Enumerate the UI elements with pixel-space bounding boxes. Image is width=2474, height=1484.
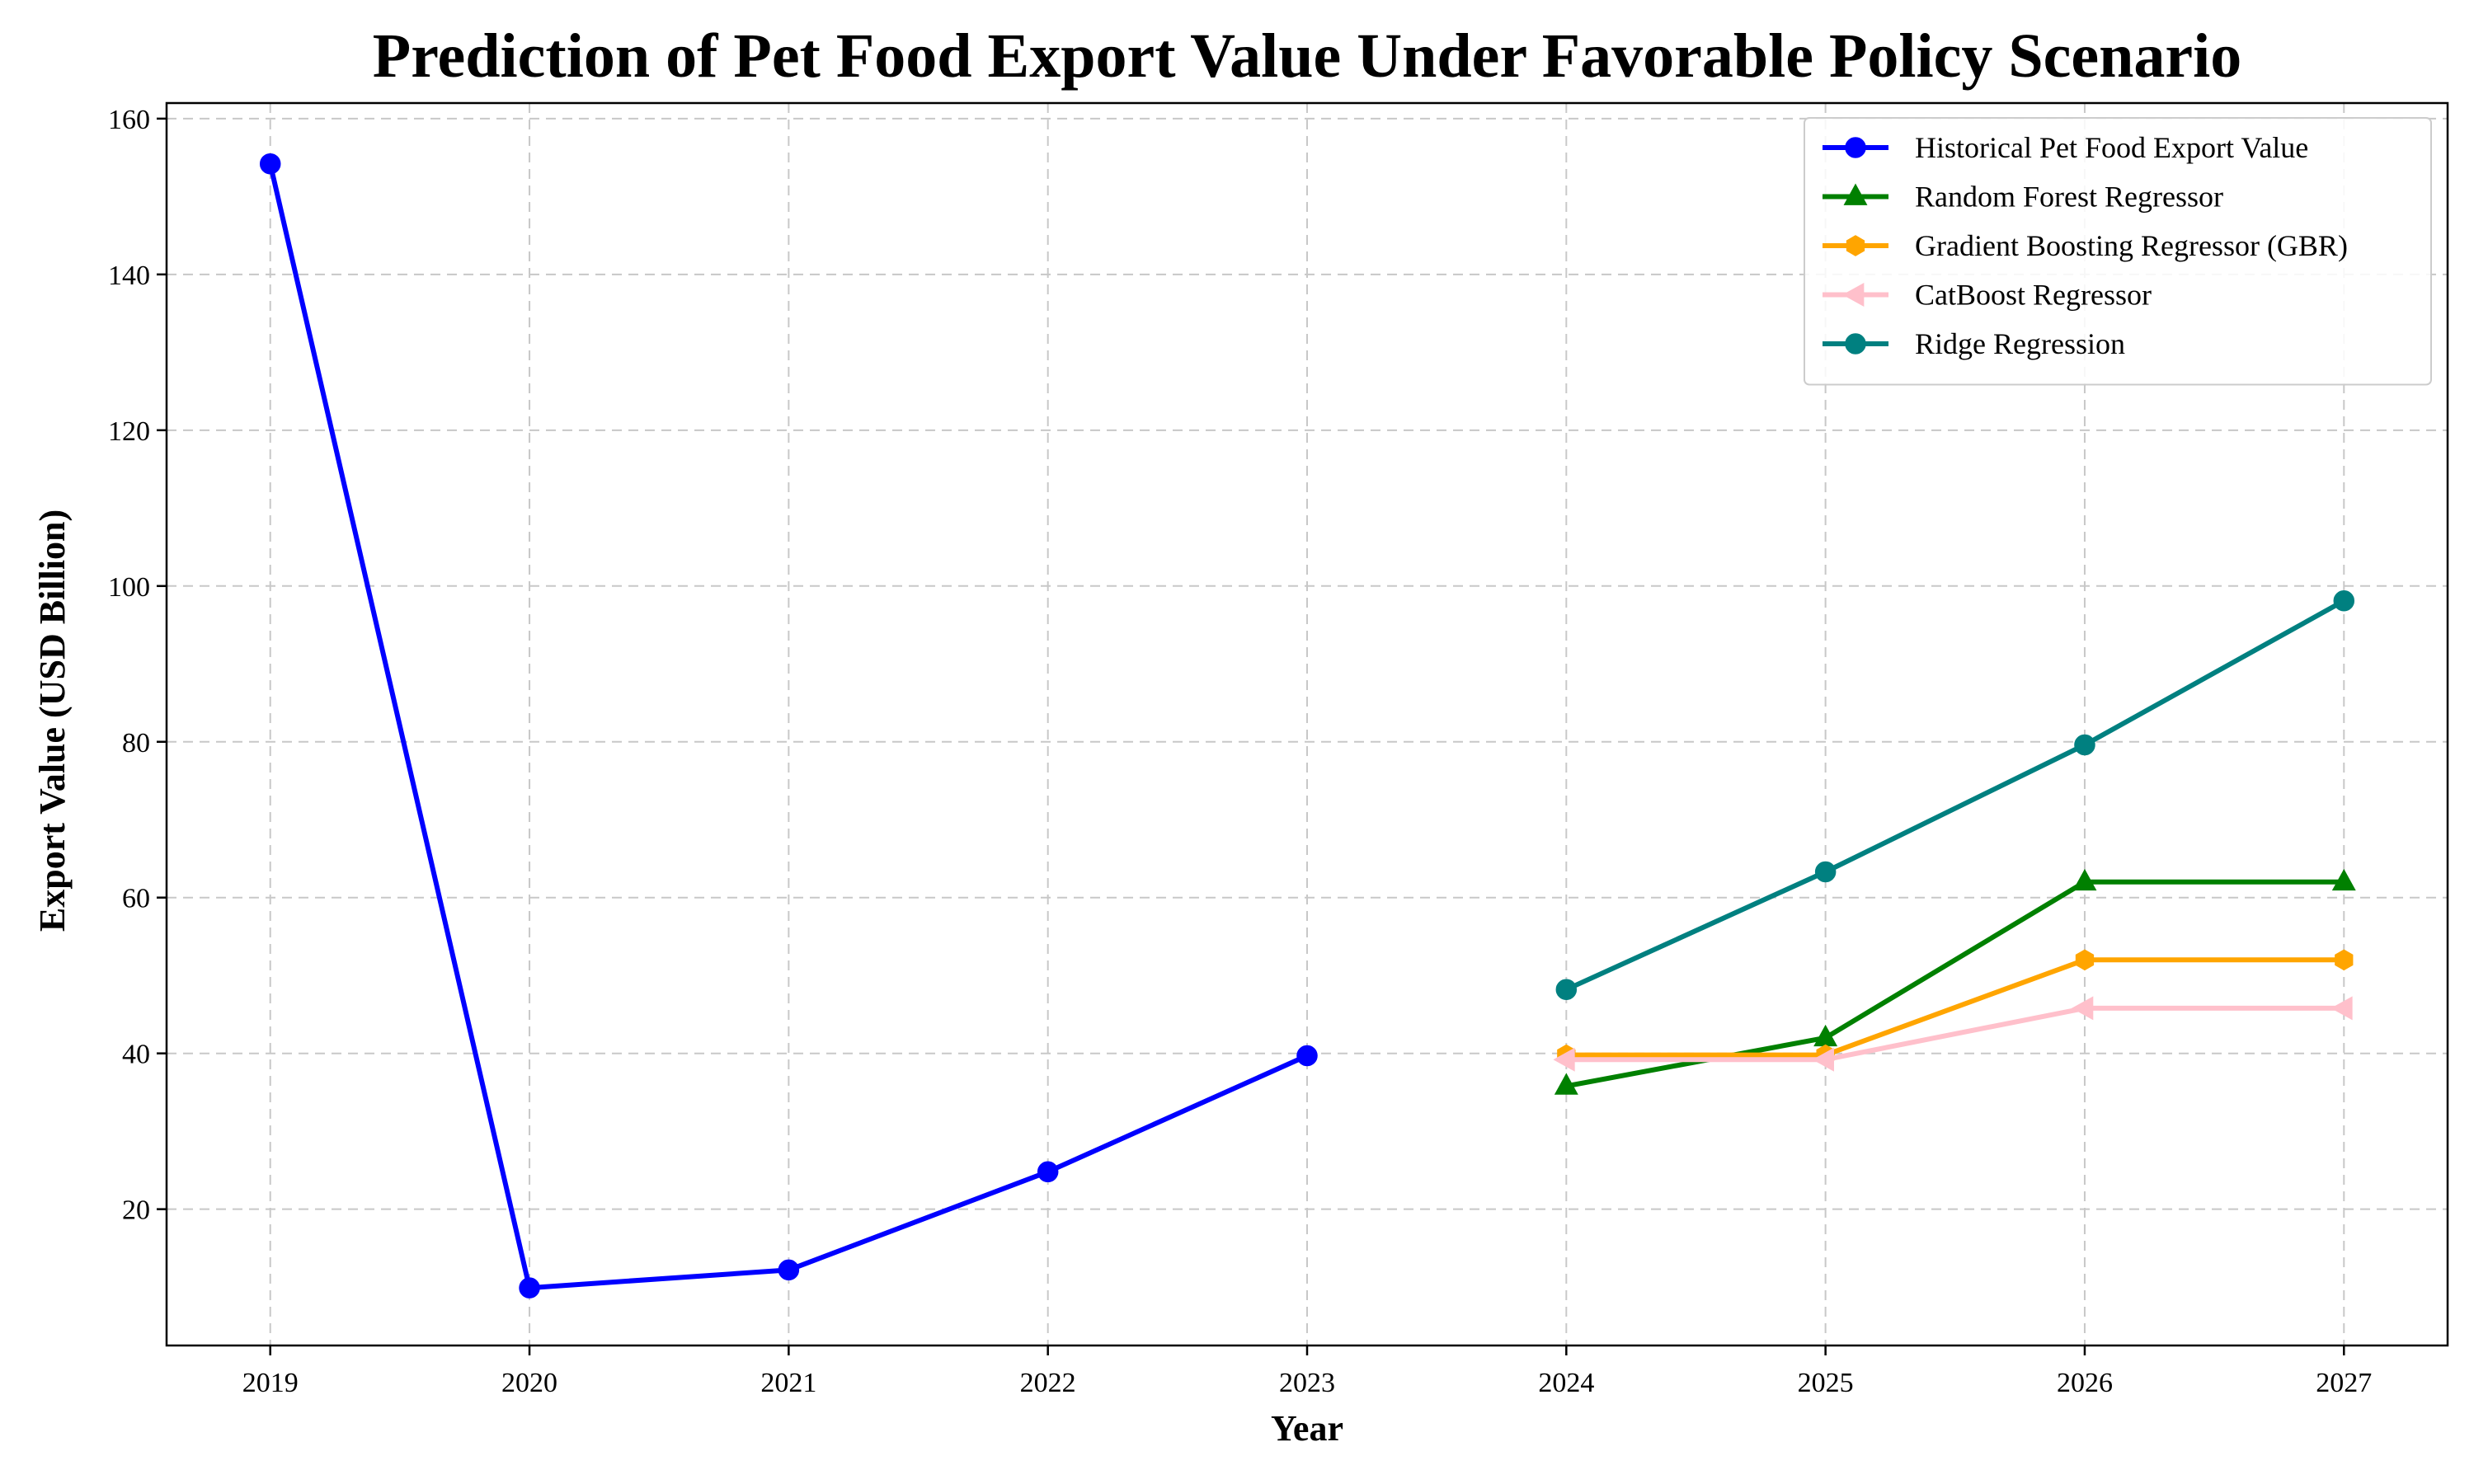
legend-item-random-forest-regressor: Random Forest Regressor	[1823, 181, 2223, 214]
series-ridge-regression	[1555, 589, 2355, 1000]
data-point	[1554, 1073, 1578, 1095]
legend-marker	[1846, 235, 1865, 256]
x-axis-label: Year	[1271, 1408, 1343, 1449]
data-point	[2071, 996, 2094, 1021]
y-tick-label: 40	[122, 1040, 150, 1070]
x-tick-label: 2021	[760, 1368, 816, 1398]
legend-marker	[1842, 283, 1865, 307]
y-tick-label: 80	[122, 728, 150, 758]
y-tick-label: 20	[122, 1195, 150, 1226]
legend: Historical Pet Food Export Value Random F…	[1804, 117, 2432, 386]
data-point	[1555, 979, 1578, 1000]
data-point	[2333, 589, 2355, 612]
legend-marker	[1845, 137, 1866, 158]
x-tick-label: 2019	[242, 1368, 299, 1398]
y-tick-label: 140	[108, 261, 150, 291]
data-point	[1814, 861, 1837, 883]
legend-label: CatBoost Regressor	[1915, 279, 2152, 312]
data-point	[2331, 996, 2353, 1021]
series-line	[1566, 957, 2345, 1058]
data-point	[778, 1259, 800, 1281]
legend-box	[1804, 117, 2432, 386]
y-tick-label: 120	[108, 416, 150, 447]
y-tick-label: 160	[108, 105, 150, 135]
series-catboost-regressor	[1553, 996, 2353, 1072]
x-tick-label: 2024	[1538, 1368, 1594, 1398]
data-point	[519, 1277, 540, 1298]
y-tick-label: 60	[122, 884, 150, 914]
x-tick-label: 2026	[2057, 1368, 2113, 1398]
y-axis-label: Export Value (USD Billion)	[32, 510, 73, 932]
series-line	[267, 163, 1309, 1291]
legend-item-gradient-boosting-regressor-gbr: Gradient Boosting Regressor (GBR)	[1823, 229, 2348, 262]
data-point	[2331, 868, 2356, 891]
axis-ticks: 2019 2020 2021 2022 2023 2024 2025 2026 2027 20 40…	[108, 105, 2372, 1398]
data-point	[259, 153, 281, 175]
legend-marker	[1845, 333, 1866, 355]
data-point	[2074, 734, 2095, 756]
data-point	[1553, 1047, 1575, 1072]
legend-label: Gradient Boosting Regressor (GBR)	[1915, 229, 2348, 262]
data-point	[1812, 1047, 1834, 1072]
series-lines	[259, 153, 2356, 1298]
data-point	[1296, 1045, 1318, 1067]
series-line	[1565, 599, 2345, 992]
data-point	[2075, 949, 2095, 971]
x-tick-label: 2027	[2316, 1368, 2372, 1398]
series-gradient-boosting-regressor-gbr	[1557, 949, 2354, 1066]
legend-label: Ridge Regression	[1915, 327, 2125, 360]
legend-label: Historical Pet Food Export Value	[1915, 131, 2308, 164]
x-tick-label: 2025	[1798, 1368, 1854, 1398]
series-line	[1566, 1005, 2345, 1063]
legend-item-catboost-regressor: CatBoost Regressor	[1823, 279, 2152, 312]
data-point	[2335, 949, 2354, 971]
x-tick-label: 2023	[1279, 1368, 1335, 1398]
legend-label: Random Forest Regressor	[1915, 181, 2223, 214]
series-historical-pet-food-export-value	[259, 153, 1318, 1298]
chart-title: Prediction of Pet Food Export Value Unde…	[373, 21, 2241, 91]
x-tick-label: 2020	[501, 1368, 557, 1398]
legend-item-ridge-regression: Ridge Regression	[1823, 327, 2125, 360]
y-tick-label: 100	[108, 572, 150, 603]
x-tick-label: 2022	[1020, 1368, 1076, 1398]
legend-marker	[1843, 183, 1868, 205]
data-point	[2072, 868, 2097, 891]
legend-item-historical-pet-food-export-value: Historical Pet Food Export Value	[1823, 131, 2308, 164]
data-point	[1037, 1161, 1059, 1183]
